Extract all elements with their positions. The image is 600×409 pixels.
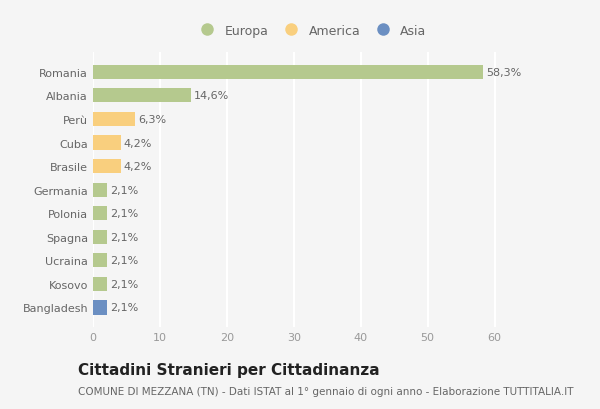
Bar [93, 160, 121, 174]
Text: 2,1%: 2,1% [110, 303, 138, 313]
Text: Cittadini Stranieri per Cittadinanza: Cittadini Stranieri per Cittadinanza [78, 362, 380, 377]
Text: 2,1%: 2,1% [110, 279, 138, 289]
Text: 4,2%: 4,2% [124, 162, 152, 172]
Bar [93, 183, 107, 197]
Text: COMUNE DI MEZZANA (TN) - Dati ISTAT al 1° gennaio di ogni anno - Elaborazione TU: COMUNE DI MEZZANA (TN) - Dati ISTAT al 1… [78, 387, 574, 396]
Bar [93, 112, 135, 127]
Bar [93, 207, 107, 221]
Text: 2,1%: 2,1% [110, 209, 138, 219]
Bar [93, 254, 107, 268]
Bar [93, 277, 107, 291]
Bar [93, 65, 483, 80]
Text: 58,3%: 58,3% [486, 67, 521, 78]
Text: 6,3%: 6,3% [138, 115, 166, 125]
Bar [93, 136, 121, 150]
Bar [93, 230, 107, 244]
Bar [93, 301, 107, 315]
Text: 14,6%: 14,6% [193, 91, 229, 101]
Text: 2,1%: 2,1% [110, 232, 138, 242]
Text: 4,2%: 4,2% [124, 138, 152, 148]
Bar [93, 89, 191, 103]
Text: 2,1%: 2,1% [110, 185, 138, 195]
Legend: Europa, America, Asia: Europa, America, Asia [191, 21, 430, 41]
Text: 2,1%: 2,1% [110, 256, 138, 266]
